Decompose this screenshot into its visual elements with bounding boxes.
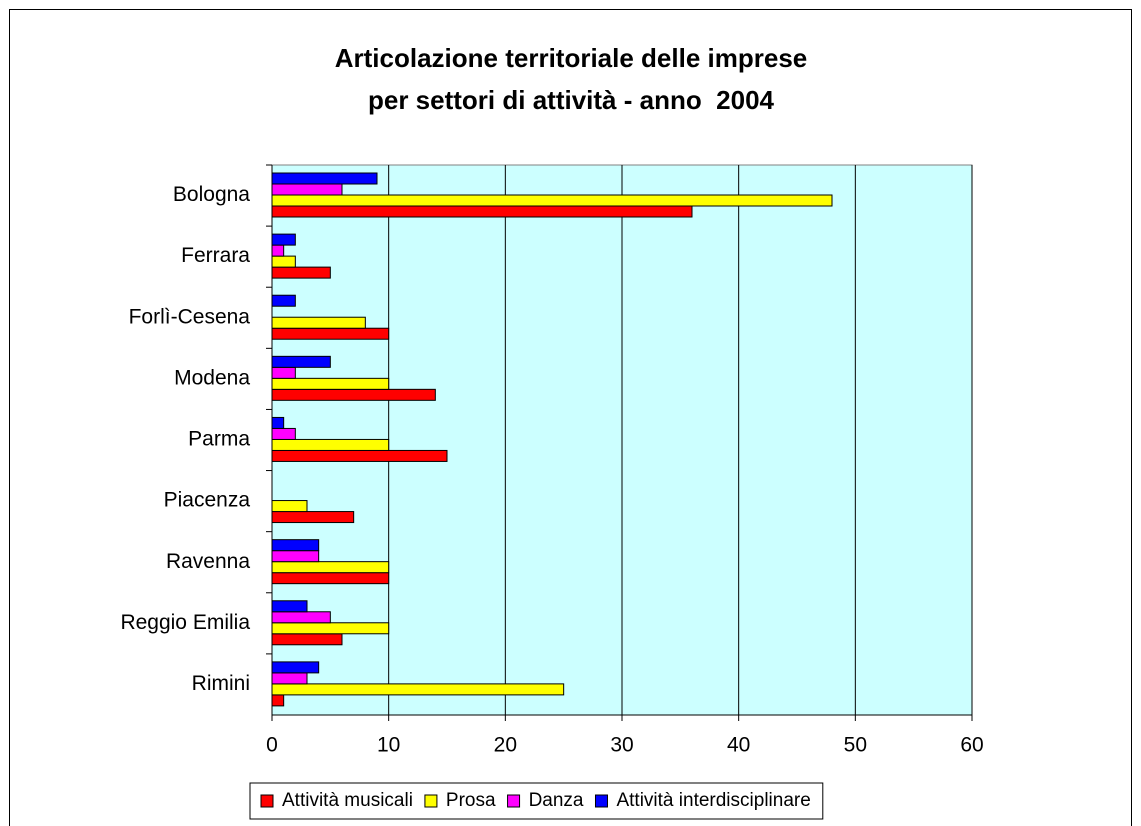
x-tick-label: 20: [494, 734, 517, 757]
bar: [271, 355, 331, 368]
bar: [271, 539, 320, 552]
bar: [271, 172, 378, 185]
bar: [271, 694, 285, 707]
bar: [271, 316, 366, 329]
bar: [271, 255, 296, 268]
chart-title: per settori di attività - anno 2004: [368, 85, 775, 115]
bar: [271, 366, 296, 379]
chart-title: Articolazione territoriale delle imprese: [335, 43, 808, 73]
bar: [271, 600, 308, 613]
bar: [271, 449, 448, 462]
bar: [271, 294, 296, 307]
x-tick-label: 30: [610, 734, 633, 757]
y-tick-label: Reggio Emilia: [120, 611, 250, 634]
y-tick-label: Piacenza: [164, 489, 251, 512]
bar: [271, 388, 436, 401]
bar: [271, 327, 390, 340]
bar: [271, 661, 320, 674]
bar: [271, 611, 331, 624]
bar: [271, 244, 285, 257]
x-tick-label: 50: [844, 734, 867, 757]
y-tick-label: Parma: [188, 428, 250, 451]
bar: [271, 633, 343, 646]
legend-label: Prosa: [446, 790, 496, 811]
y-tick-label: Bologna: [173, 183, 250, 206]
legend-swatch: [594, 794, 608, 808]
bar: [271, 205, 693, 218]
bar: [271, 183, 343, 196]
y-tick-label: Rimini: [192, 672, 250, 695]
legend-swatch: [424, 794, 438, 808]
bar: [271, 377, 390, 390]
y-tick-label: Ravenna: [166, 550, 250, 573]
x-tick-label: 40: [727, 734, 750, 757]
y-tick-label: Modena: [174, 366, 250, 389]
plot-area: 0 10 20 30 40 50 60 Bologna Ferrara Forlì-Cesena M…: [120, 164, 984, 757]
legend-label: Danza: [529, 790, 584, 811]
x-tick-label: 0: [266, 734, 278, 757]
legend: Attività musicali Prosa Danza Attività inte…: [249, 782, 824, 820]
bar: [271, 683, 565, 696]
bar: [271, 550, 320, 563]
bar: [271, 427, 296, 440]
y-tick-label: Ferrara: [181, 244, 250, 267]
legend-label: Attività musicali: [282, 790, 413, 811]
bar: [271, 622, 390, 635]
x-tick-label: 10: [377, 734, 400, 757]
bar: [271, 672, 308, 685]
legend-swatch: [507, 794, 521, 808]
legend-swatch: [260, 794, 274, 808]
x-tick-label: 60: [960, 734, 983, 757]
bar: [271, 438, 390, 451]
bar: [271, 233, 296, 246]
bar: [271, 511, 355, 524]
bar: [271, 572, 390, 585]
bar: [271, 266, 331, 279]
bar: [271, 194, 833, 207]
legend-box: [249, 782, 824, 820]
bar: [271, 561, 390, 574]
legend-label: Attività interdisciplinare: [616, 790, 810, 811]
bar: [271, 416, 285, 429]
y-tick-label: Forlì-Cesena: [129, 305, 251, 328]
bar: [271, 500, 308, 513]
